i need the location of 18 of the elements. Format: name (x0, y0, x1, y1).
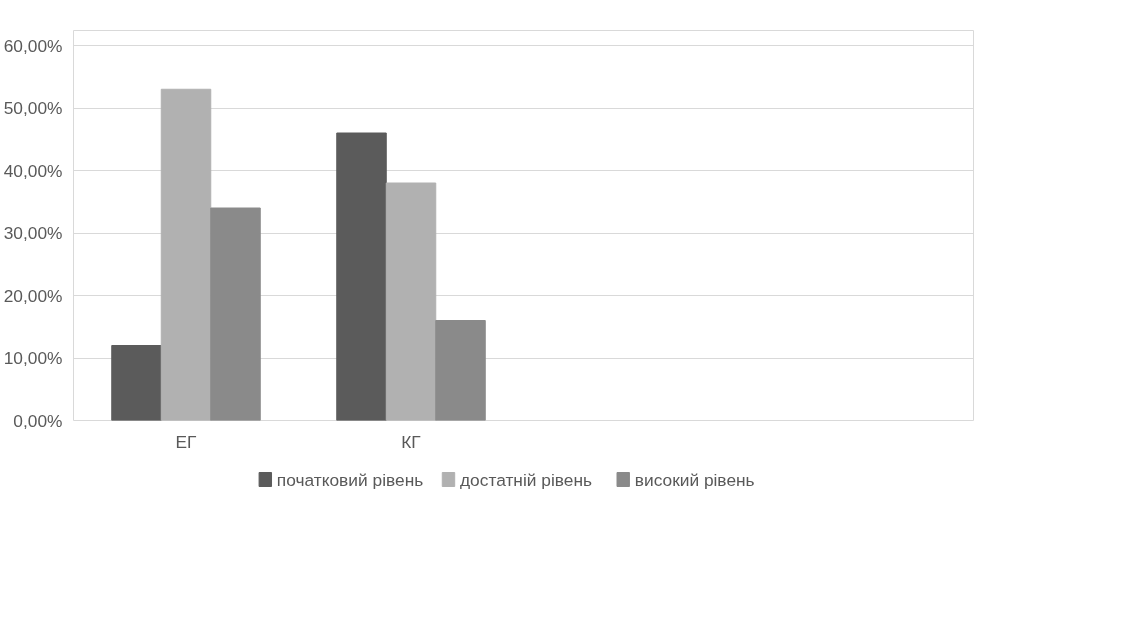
legend-label: початковий рівень (276, 469, 424, 490)
bar (336, 132, 387, 421)
x-tick-label: КГ (401, 431, 422, 452)
y-tick-label: 0,00% (13, 410, 63, 431)
legend-label: високий рівень (634, 469, 755, 490)
bar (160, 88, 212, 421)
legend-label: достатній рівень (460, 469, 593, 490)
bar (385, 182, 437, 421)
bar (210, 207, 261, 421)
bar (111, 345, 162, 421)
y-tick-label: 60,00% (3, 35, 63, 56)
y-tick-label: 20,00% (3, 285, 63, 306)
x-tick-label: ЕГ (175, 431, 198, 452)
y-tick-label: 50,00% (3, 98, 63, 118)
y-tick-label: 30,00% (3, 223, 63, 243)
y-tick-label: 40,00% (3, 160, 63, 181)
bar (435, 320, 486, 421)
y-tick-label: 10,00% (3, 348, 63, 368)
